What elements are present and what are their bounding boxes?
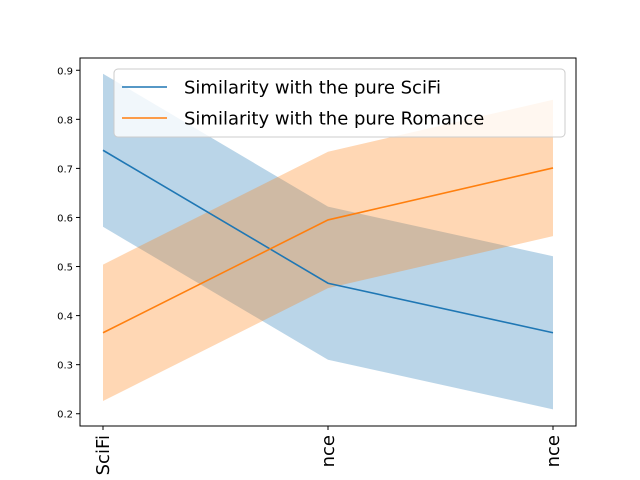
y-tick-label: 0.5: [57, 263, 73, 274]
series-lines: [102, 149, 554, 334]
confidence-bands: [103, 73, 553, 410]
legend-box: [113, 68, 566, 138]
y-tick-label: 0.7: [57, 164, 73, 175]
y-tick-label: 0.3: [57, 361, 73, 372]
line-series-1: [102, 167, 554, 334]
y-tick-label: 0.2: [57, 410, 73, 421]
band-series-0: [103, 73, 553, 410]
band-series-1: [103, 99, 553, 401]
y-tick-label: 0.4: [57, 312, 73, 323]
legend-label: Similarity with the pure Romance: [184, 109, 484, 130]
x-tick-label: nce: [543, 435, 564, 467]
line-series-0: [102, 149, 554, 334]
legend-label: Similarity with the pure SciFi: [184, 78, 441, 99]
x-tick-label: SciFi: [93, 435, 114, 475]
y-tick-label: 0.6: [57, 213, 73, 224]
legend: Similarity with the pure SciFi Similarity…: [113, 68, 566, 138]
y-axis: 0.2 0.3 0.4 0.5 0.6 0.7 0.8 0.9: [57, 66, 80, 421]
x-tick-label: nce: [318, 435, 339, 467]
y-tick-label: 0.8: [57, 115, 73, 126]
x-axis: SciFi nce nce: [93, 426, 564, 475]
plot-area: [79, 57, 577, 427]
y-tick-label: 0.9: [57, 66, 73, 77]
